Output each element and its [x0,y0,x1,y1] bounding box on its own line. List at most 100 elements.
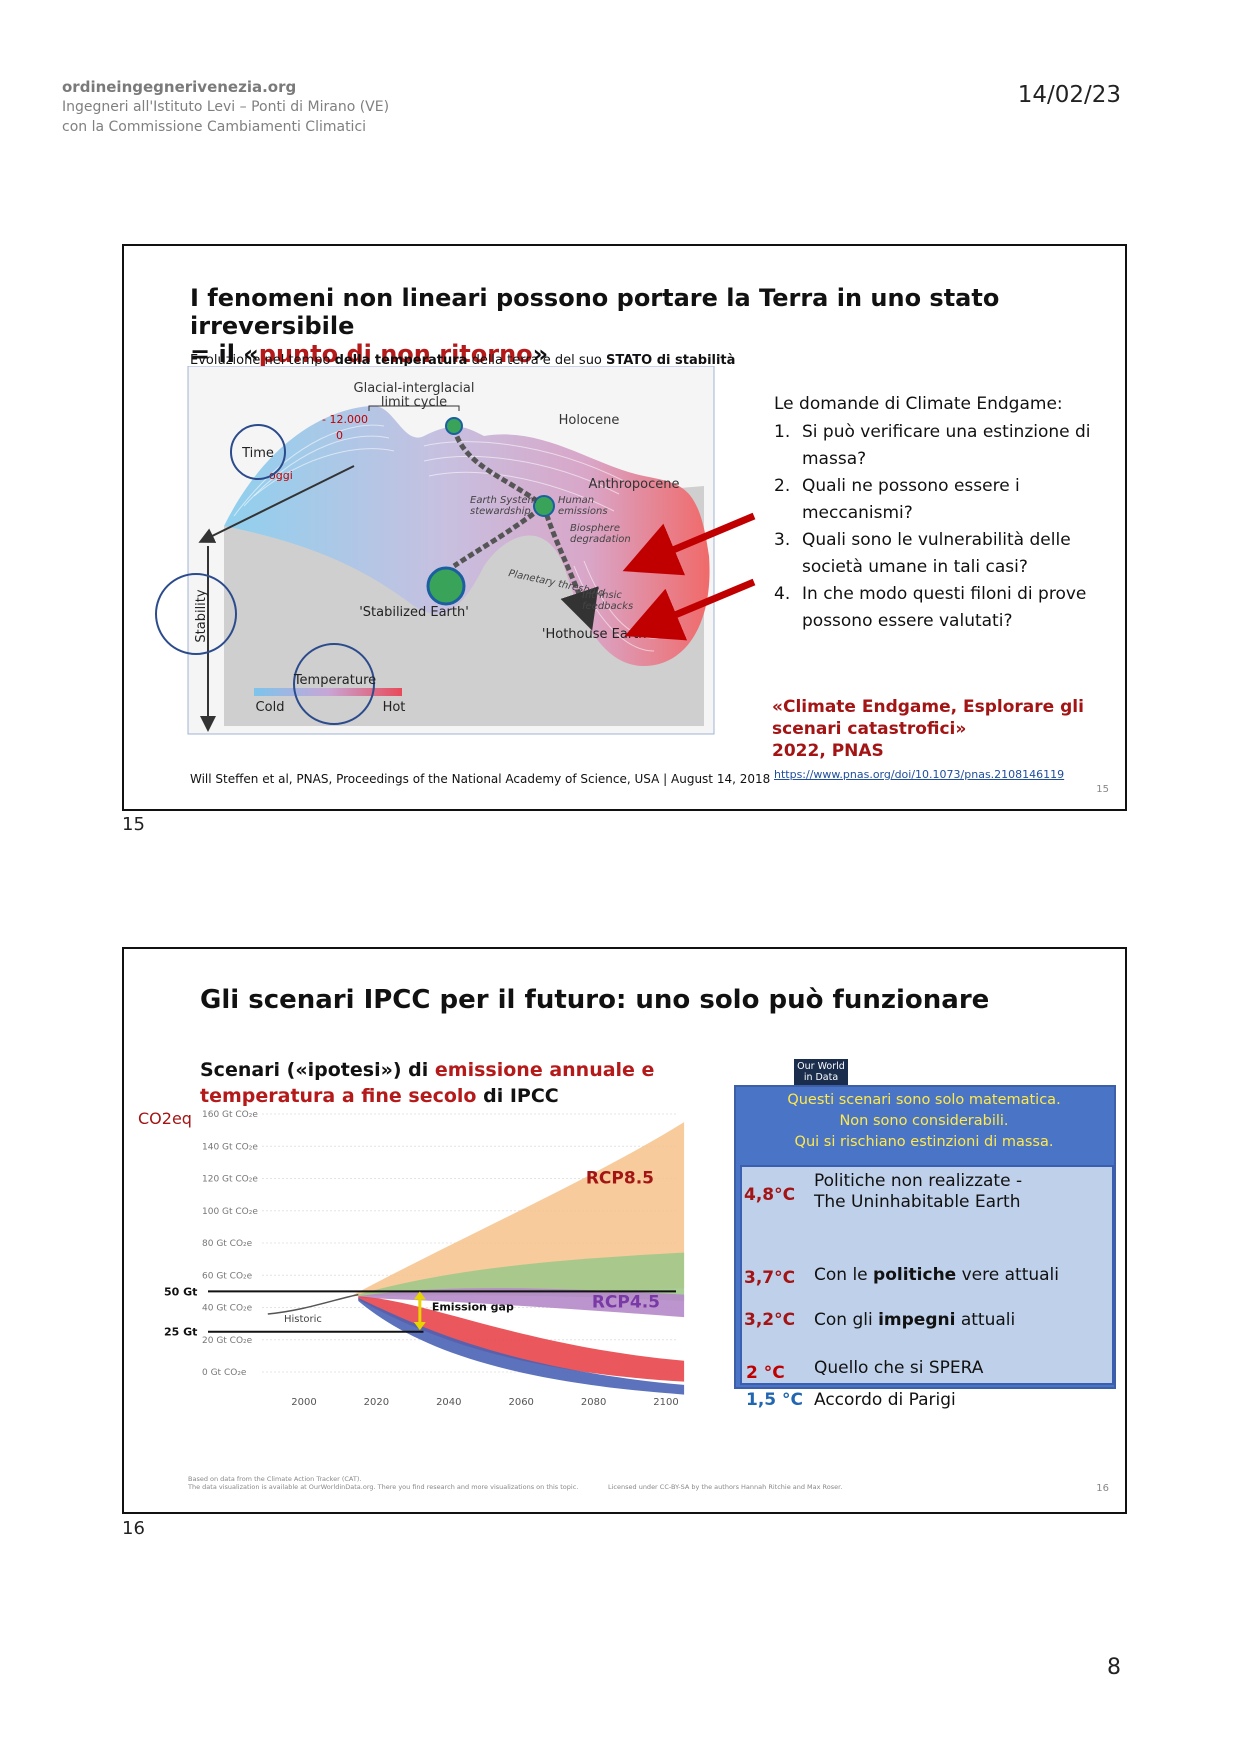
question-number: 2. [774,476,791,496]
slide-label-15: 15 [122,814,145,835]
slide-15: I fenomeni non lineari possono portare l… [122,244,1127,811]
owid-line1: Our World [797,1061,845,1072]
y-tick-label: 80 Gt CO₂e [202,1239,253,1249]
y-tick-label: 40 Gt CO₂e [202,1304,253,1314]
intrinsic-label: Intrinsic [582,590,622,601]
subtitle-c: della terra e del suo [467,353,607,368]
scenario-box [740,1165,1114,1385]
emission-gap-arrowhead-top [413,1291,426,1300]
holocene-label: Holocene [559,413,620,428]
question-text: Quali sono le vulnerabilità delle societ… [802,530,1071,577]
sub-c: temperatura a fine secolo [200,1085,477,1107]
scenario-desc-1b: The Uninhabitable Earth [814,1192,1021,1212]
header-line2: con la Commissione Cambiamenti Climatici [62,119,367,135]
limit-cycle-label: limit cycle [381,395,447,410]
chart-subtitle: Scenari («ipotesi») di emissione annuale… [200,1057,654,1109]
stability-landscape-figure: Glacial-interglacial limit cycle Holocen… [155,366,756,735]
area-2c [358,1296,685,1382]
scenario-desc-1a: Politiche non realizzate - [814,1171,1023,1191]
source-line1: Based on data from the Climate Action Tr… [188,1475,362,1483]
historic-line [267,1293,359,1315]
y-axis-label: CO2eq [138,1109,192,1128]
time-circle [230,424,286,480]
chart-source: Based on data from the Climate Action Tr… [188,1475,578,1491]
title-red: punto di non ritorno [258,340,533,368]
reference-line1: «Climate Endgame, Esplorare gli [772,697,1084,717]
desc-b: politiche [873,1265,957,1285]
earth-system-label: Earth System [470,495,538,506]
question-number: 3. [774,530,791,550]
x-tick-label: 2000 [291,1397,316,1408]
subtitle-d: STATO di stabilità [606,353,736,368]
area-policies [358,1252,685,1302]
human-label: Human [558,495,594,506]
title-line1: I fenomeni non lineari possono portare l… [190,284,1000,340]
page-number: 8 [1107,1655,1121,1680]
red-arrow-1 [622,512,756,576]
y-tick-label: 160 Gt CO₂e [202,1110,258,1120]
zero-label: 0 [336,429,343,442]
emission-gap-arrowhead-bottom [413,1322,426,1331]
temperature-bar [254,688,402,696]
temperature-circle [293,643,375,725]
slide-title: Gli scenari IPCC per il futuro: uno solo… [200,985,990,1015]
desc-c: vere attuali [956,1265,1060,1285]
rcp85-label: RCP8.5 [586,1168,654,1188]
earth-icon-1 [445,417,463,435]
ipcc-emissions-chart: CO2eq 160 Gt CO₂e 140 Gt CO₂e 120 Gt CO₂e 10… [138,1109,685,1408]
ref-label-25: 25 Gt [164,1326,197,1339]
question-item: 4. In che modo questi filoni di prove pos… [774,581,1104,635]
temp-4-8: 4,8°C [744,1185,796,1205]
earth-icon-2 [533,495,555,517]
x-tick-label: 2040 [436,1397,461,1408]
hot-label: Hot [383,700,406,715]
desc-c: attuali [955,1310,1016,1330]
feedbacks-label: feedbacks [582,601,633,612]
area-pledges [358,1288,685,1318]
stabilized-earth-label: 'Stabilized Earth' [359,605,469,620]
sub-a: Scenari («ipotesi») di [200,1059,435,1081]
rcp45-label: RCP4.5 [592,1293,660,1313]
question-text: Quali ne possono essere i meccanismi? [802,476,1020,523]
area-rcp85 [351,1122,685,1297]
slide-title: I fenomeni non lineari possono portare l… [190,284,1110,368]
question-item: 2. Quali ne possono essere i meccanismi? [774,473,1104,527]
reference-block: «Climate Endgame, Esplorare gli scenari … [772,696,1092,762]
x-tick-label: 2060 [508,1397,533,1408]
scenario-desc-3: Con gli impegni attuali [814,1310,1015,1330]
slide-label-16: 16 [122,1518,145,1539]
area-1-5c [358,1297,685,1395]
sub-b: emissione annuale e [434,1059,655,1081]
slide-subtitle: Evoluzione nel tempo della temperatura d… [190,353,735,368]
desc-b: impegni [878,1310,956,1330]
cold-label: Cold [256,700,285,715]
scenario-desc-5: Accordo di Parigi [814,1390,956,1410]
stewardship-label: stewardship [470,506,531,517]
y-tick-label: 60 Gt CO₂e [202,1271,253,1281]
desc-a: Con le [814,1265,874,1285]
title-post: » [532,340,549,368]
question-item: 3. Quali sono le vulnerabilità delle soci… [774,527,1104,581]
question-number: 1. [774,422,791,442]
warning-text: Questi scenari sono solo matematica. Non… [734,1090,1114,1153]
question-item: 1. Si può verificare una estinzione di ma… [774,419,1104,473]
slide-16: Gli scenari IPCC per il futuro: uno solo… [122,947,1127,1514]
reference-line2: scenari catastrofici» [772,719,967,739]
degradation-label: degradation [570,534,631,545]
temp-3-2: 3,2°C [744,1310,796,1330]
red-arrow-2 [624,578,756,641]
owid-logo: Our World in Data [794,1059,848,1087]
header-line1: Ingegneri all'Istituto Levi – Ponti di M… [62,99,390,115]
anthropocene-label: Anthropocene [588,477,679,492]
temperature-label: Temperature [293,673,376,688]
temp-3-7: 3,7°C [744,1268,796,1288]
reference-link[interactable]: https://www.pnas.org/doi/10.1073/pnas.21… [774,768,1065,781]
question-text: In che modo questi filoni di prove posso… [802,584,1087,631]
earth-icon-stabilized [426,566,466,606]
emissions-label: emissions [558,506,608,517]
desc-a: Con gli [814,1310,879,1330]
sub-d: di IPCC [476,1085,559,1107]
x-tick-label: 2020 [364,1397,389,1408]
y-tick-label: 100 Gt CO₂e [202,1207,258,1217]
time-label: Time [241,446,274,461]
